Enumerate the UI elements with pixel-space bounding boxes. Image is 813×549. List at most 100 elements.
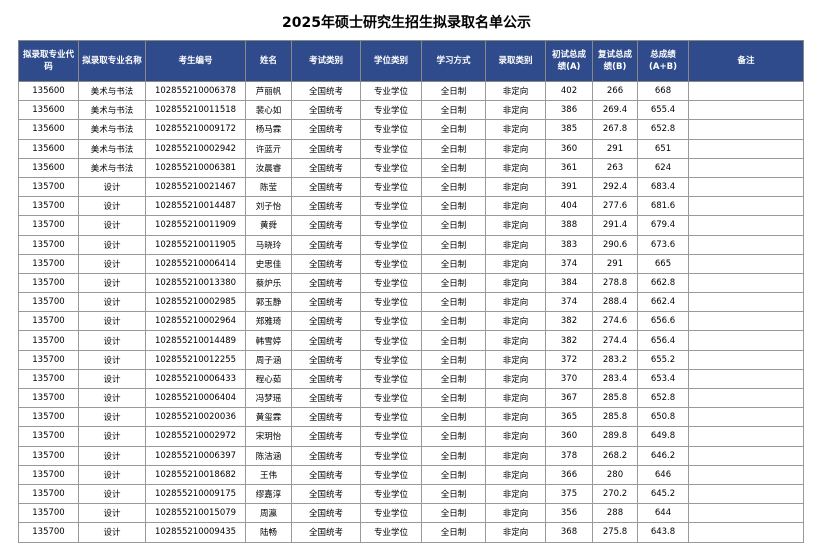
table-cell: 135600 [18, 100, 79, 121]
table-cell: 专业学位 [360, 330, 422, 351]
table-cell: 缪嘉淳 [245, 483, 292, 505]
table-cell: 专业学位 [360, 215, 422, 236]
table-cell: 汝晨睿 [245, 157, 292, 178]
table-cell: 全国统考 [291, 272, 361, 294]
table-cell: 102855210002942 [145, 138, 246, 159]
table-cell: 全国统考 [291, 426, 361, 447]
table-row: 135700 设计 102855210002985 郭玉静 全国统考 专业学位 全日制 非定向… [18, 292, 804, 313]
empty-cell [688, 253, 804, 274]
table-row: 135600 美术与书法 102855210002942 许蓝亓 全国统考 专业学位 全日制… [18, 138, 804, 159]
table-cell: 655.2 [637, 349, 689, 370]
table-cell: 非定向 [485, 407, 546, 428]
empty-cell [688, 234, 804, 255]
table-cell: 360 [545, 426, 593, 447]
table-cell: 设计 [78, 330, 146, 351]
table-cell: 360 [545, 138, 593, 159]
empty-cell [688, 483, 804, 505]
table-cell: 102855210009175 [145, 483, 246, 505]
empty-cell [688, 522, 804, 543]
empty-cell [688, 215, 804, 236]
table-cell: 专业学位 [360, 522, 422, 543]
table-cell: 135700 [18, 522, 79, 543]
table-cell: 656.4 [637, 330, 689, 351]
page-title: 2025年硕士研究生招生拟录取名单公示 [282, 15, 531, 31]
table-cell: 683.4 [637, 176, 689, 198]
column-header: 拟录取专业代码 [18, 40, 79, 82]
table-cell: 全日制 [421, 522, 486, 543]
empty-cell [688, 503, 804, 524]
table-cell: 设计 [78, 503, 146, 524]
table-cell: 设计 [78, 292, 146, 313]
table-cell: 283.2 [592, 349, 638, 370]
table-cell: 135700 [18, 445, 79, 466]
table-cell: 专业学位 [360, 483, 422, 505]
table-row: 135700 设计 102855210006397 陈洁涵 全国统考 专业学位 全日制 非定向… [18, 445, 804, 466]
table-cell: 135700 [18, 483, 79, 505]
table-row: 135700 设计 102855210009175 缪嘉淳 全国统考 专业学位 全日制 非定向… [18, 483, 804, 505]
table-cell: 非定向 [485, 176, 546, 198]
table-cell: 设计 [78, 522, 146, 543]
table-cell: 黄玺霖 [245, 407, 292, 428]
table-cell: 全国统考 [291, 176, 361, 198]
table-cell: 专业学位 [360, 253, 422, 274]
table-cell: 289.8 [592, 426, 638, 447]
table-cell: 设计 [78, 234, 146, 255]
table-cell: 程心茹 [245, 368, 292, 390]
table-cell: 设计 [78, 426, 146, 447]
table-cell: 652.8 [637, 387, 689, 409]
table-cell: 非定向 [485, 234, 546, 255]
table-cell: 383 [545, 234, 593, 255]
table-cell: 郭玉静 [245, 292, 292, 313]
table-cell: 设计 [78, 407, 146, 428]
table-cell: 设计 [78, 196, 146, 217]
table-cell: 全国统考 [291, 100, 361, 121]
table-cell: 全国统考 [291, 330, 361, 351]
table-cell: 283.4 [592, 368, 638, 390]
table-cell: 102855210006381 [145, 157, 246, 178]
table-cell: 韩雪婷 [245, 330, 292, 351]
table-cell: 653.4 [637, 368, 689, 390]
table-cell: 专业学位 [360, 311, 422, 332]
table-cell: 专业学位 [360, 234, 422, 255]
table-cell: 135700 [18, 253, 79, 274]
table-cell: 102855210006414 [145, 253, 246, 274]
table-cell: 382 [545, 330, 593, 351]
table-cell: 周子涵 [245, 349, 292, 370]
column-header: 拟录取专业名称 [78, 40, 146, 82]
table-cell: 许蓝亓 [245, 138, 292, 159]
table-cell: 668 [637, 80, 689, 102]
table-cell: 673.6 [637, 234, 689, 255]
table-cell: 102855210006404 [145, 387, 246, 409]
empty-cell [688, 272, 804, 294]
table-cell: 全日制 [421, 119, 486, 140]
table-cell: 美术与书法 [78, 80, 146, 102]
table-cell: 非定向 [485, 349, 546, 370]
empty-cell [688, 311, 804, 332]
table-row: 135600 美术与书法 102855210009172 杨马霖 全国统考 专业学位 全日制… [18, 119, 804, 140]
table-cell: 135700 [18, 407, 79, 428]
table-row: 135700 设计 102855210006414 史思佳 全国统考 专业学位 全日制 非定向… [18, 253, 804, 274]
table-cell: 设计 [78, 272, 146, 294]
table-cell: 292.4 [592, 176, 638, 198]
table-row: 135600 美术与书法 102855210006381 汝晨睿 全国统考 专业学位 全日制… [18, 157, 804, 178]
table-cell: 135700 [18, 292, 79, 313]
table-cell: 135700 [18, 349, 79, 370]
table-cell: 375 [545, 483, 593, 505]
table-cell: 史思佳 [245, 253, 292, 274]
table-cell: 135700 [18, 234, 79, 255]
header-row: 拟录取专业代码 拟录取专业名称 考生编号 姓名 考试类别 学位类别 学习方式 录取类别 初试总成… [18, 40, 804, 82]
table-row: 135700 设计 102855210015079 周瀛 全国统考 专业学位 全日制 非定向 3… [18, 503, 804, 524]
table-cell: 267.8 [592, 119, 638, 140]
table-cell: 全日制 [421, 272, 486, 294]
table-cell: 全日制 [421, 100, 486, 121]
table-cell: 设计 [78, 215, 146, 236]
table-cell: 专业学位 [360, 176, 422, 198]
table-cell: 102855210006397 [145, 445, 246, 466]
table-cell: 周瀛 [245, 503, 292, 524]
table-cell: 非定向 [485, 483, 546, 505]
table-cell: 全日制 [421, 80, 486, 102]
table-row: 135700 设计 102855210014489 韩雪婷 全国统考 专业学位 全日制 非定向… [18, 330, 804, 351]
table-cell: 非定向 [485, 311, 546, 332]
table-body: 135600 美术与书法 102855210006378 芦丽帆 全国统考 专业学位 全日制… [18, 80, 804, 543]
table-cell: 624 [637, 157, 689, 178]
